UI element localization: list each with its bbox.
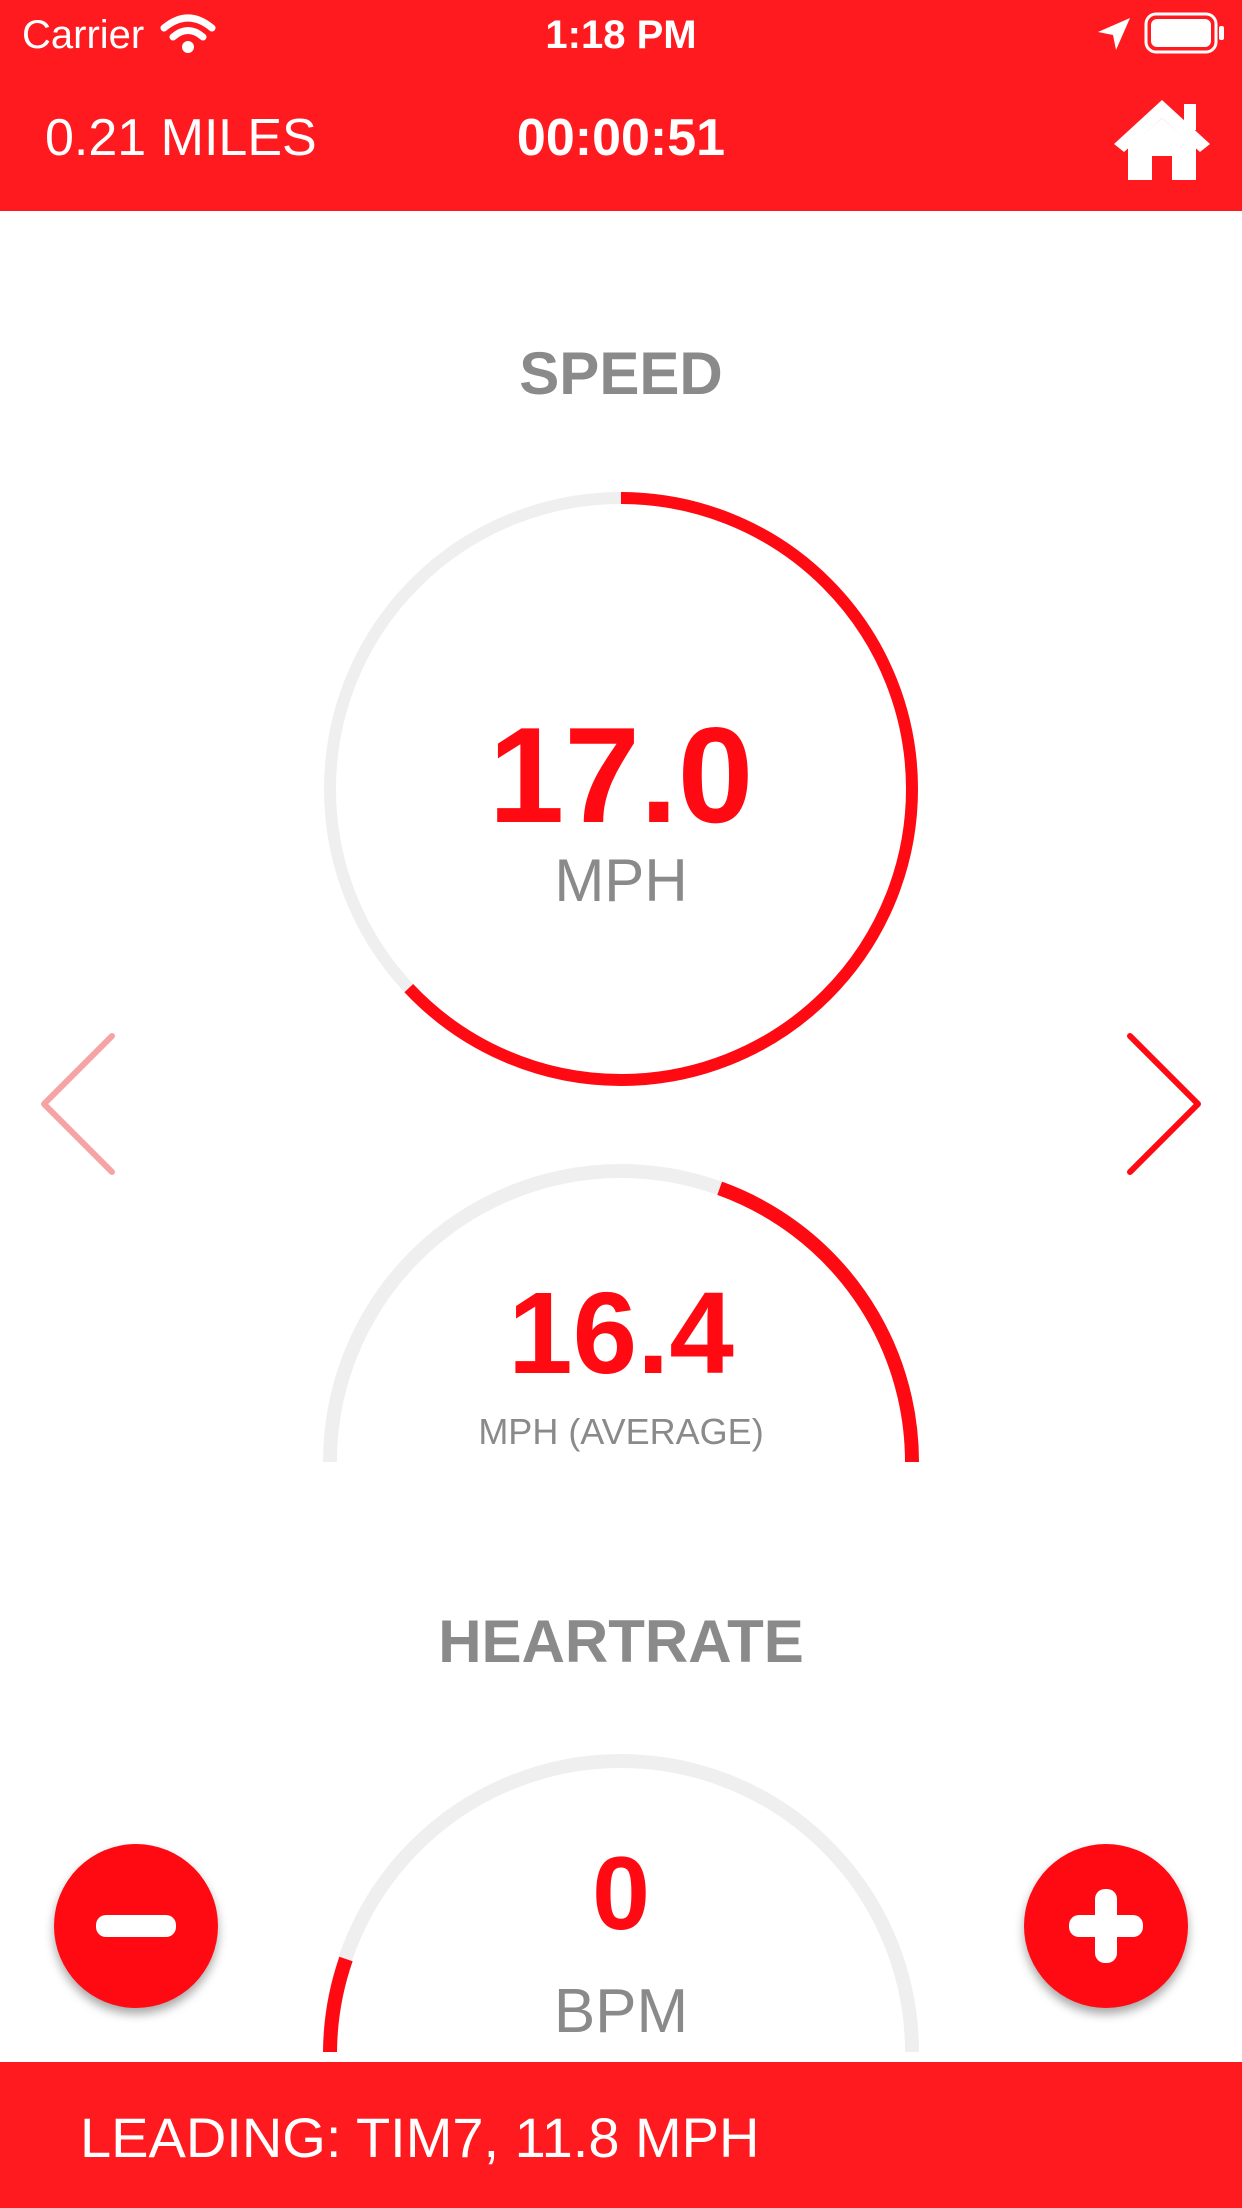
increase-button[interactable] (1024, 1844, 1188, 2008)
average-speed-value: 16.4 (508, 1268, 734, 1398)
elapsed-timer: 00:00:51 (516, 109, 726, 167)
average-gauge-progress (323, 1164, 919, 1463)
next-chevron-icon[interactable] (1122, 1030, 1206, 1178)
leading-label: LEADING: TIM7, 11.8 MPH (80, 2106, 760, 2169)
heartrate-unit: BPM (553, 1977, 689, 2046)
heartrate-gauge-track (323, 1754, 919, 2053)
speed-gauge (324, 492, 918, 1086)
average-speed-unit: MPH (AVERAGE) (478, 1411, 764, 1452)
location-arrow-icon (1098, 18, 1130, 50)
plus-icon (1069, 1889, 1143, 1963)
minus-icon (96, 1915, 176, 1937)
heartrate-gauge-progress (323, 1956, 353, 2053)
footer-bar (0, 2062, 1242, 2208)
home-icon[interactable] (1110, 96, 1214, 182)
distance-label: 0.21 MILES (45, 109, 317, 167)
heartrate-gauge (323, 1754, 919, 2053)
speed-title: SPEED (519, 340, 723, 407)
heartrate-title: HEARTRATE (438, 1608, 804, 1675)
heartrate-value: 0 (592, 1836, 650, 1952)
previous-chevron-icon[interactable] (36, 1030, 120, 1178)
carrier-label: Carrier (22, 13, 145, 57)
wifi-icon (160, 14, 216, 53)
speed-gauge-progress (324, 492, 918, 1086)
battery-icon (1144, 12, 1224, 54)
decrease-button[interactable] (54, 1844, 218, 2008)
current-speed-value: 17.0 (488, 699, 754, 851)
average-speed-gauge (323, 1164, 919, 1463)
header-bar (0, 0, 1242, 211)
status-time: 1:18 PM (545, 13, 697, 57)
current-speed-unit: MPH (554, 847, 688, 914)
